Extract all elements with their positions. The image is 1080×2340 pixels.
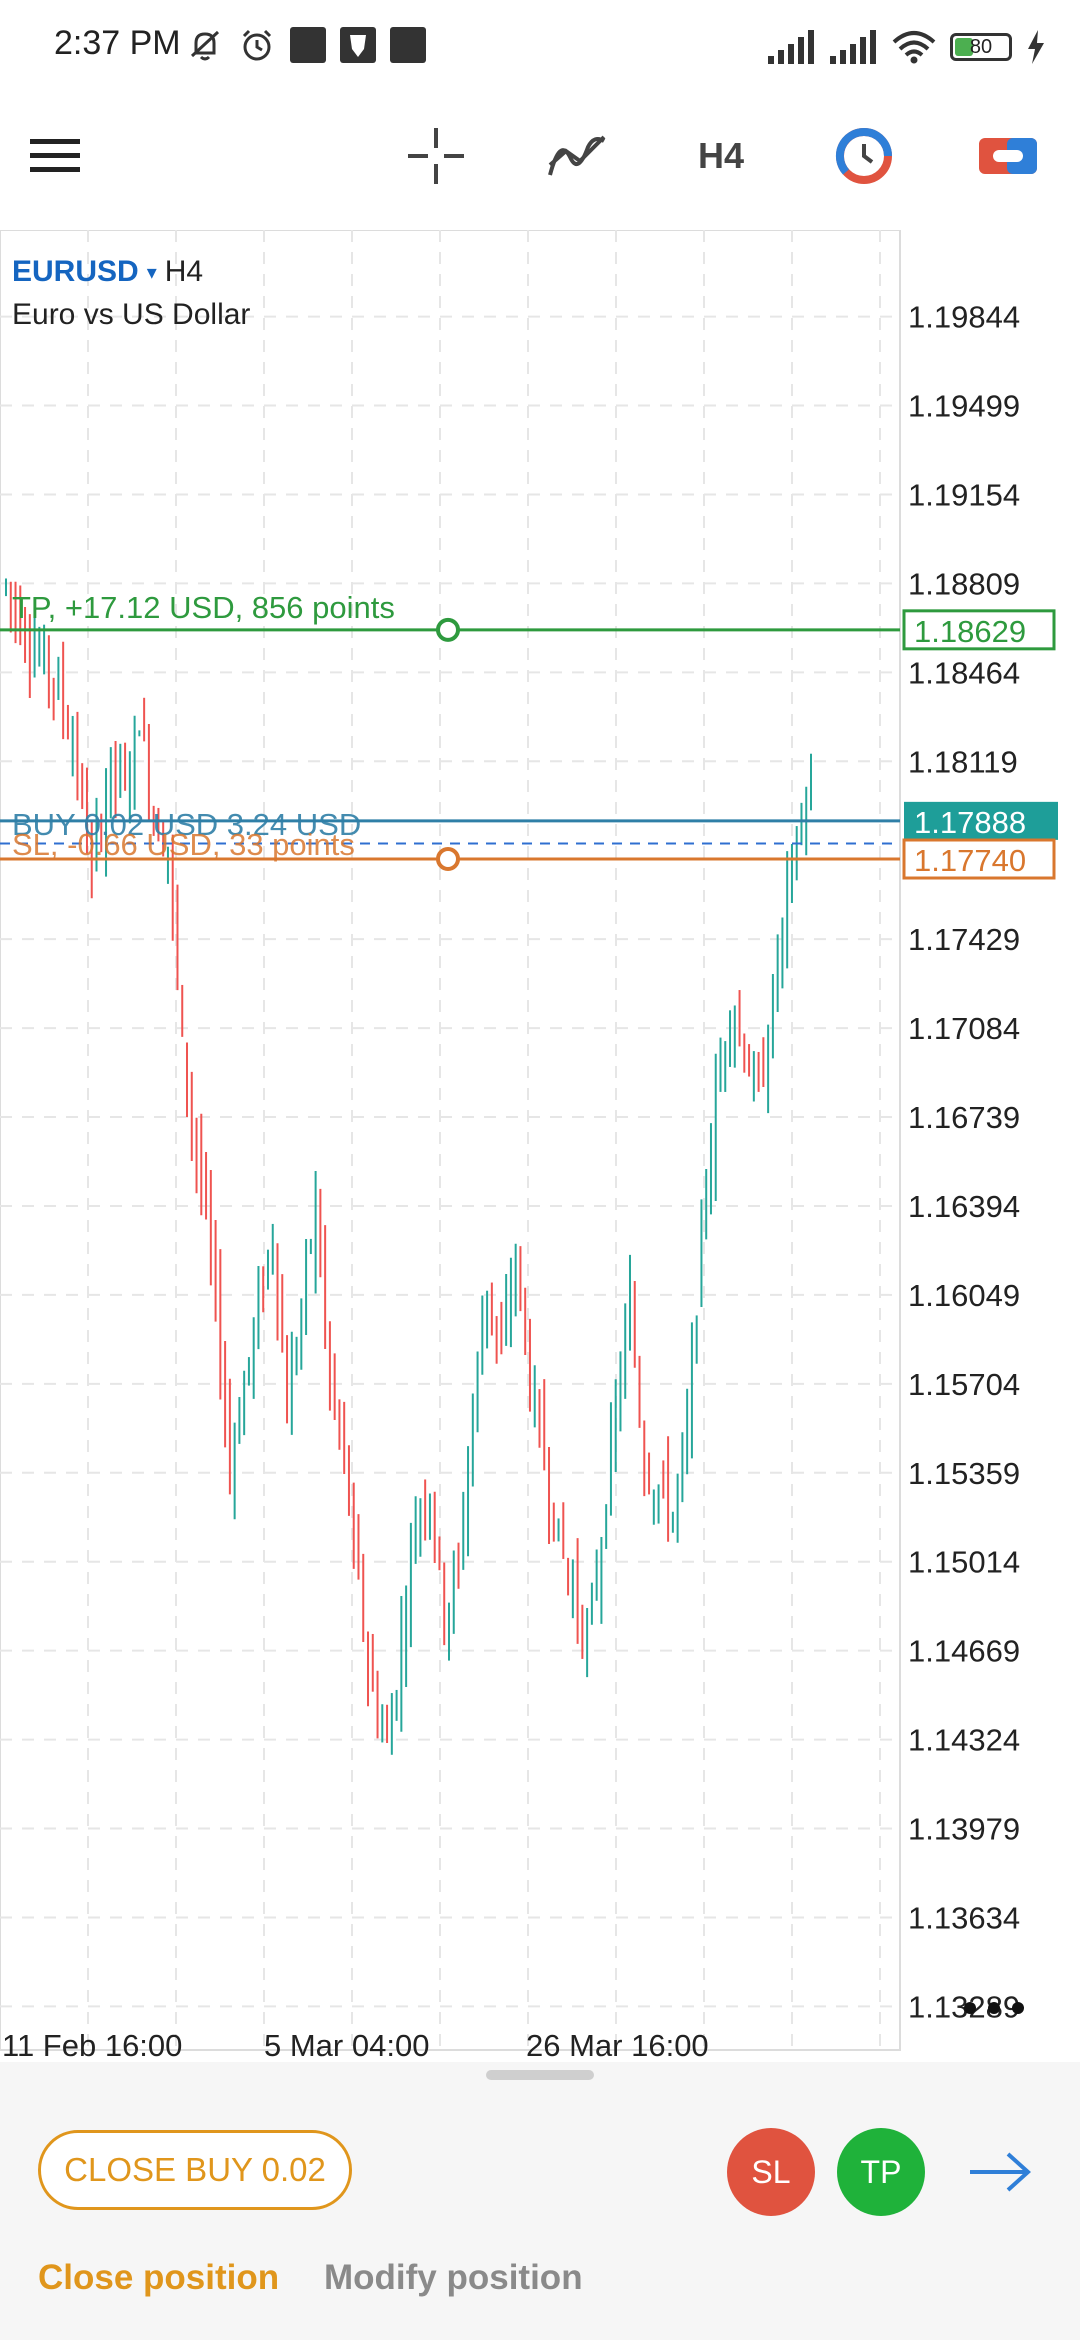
symbol-caret-icon: ▾ — [146, 261, 157, 284]
y-tick-label: 1.14324 — [908, 1723, 1020, 1758]
buy-price-box — [904, 801, 1058, 840]
trade-icon[interactable] — [968, 116, 1048, 196]
close-buy-button[interactable]: CLOSE BUY 0.02 — [38, 2130, 352, 2210]
price-chart[interactable]: TP, +17.12 USD, 856 points BUY 0.02 USD 3… — [0, 229, 1080, 2063]
y-tick-label: 1.18809 — [908, 566, 1020, 601]
chart-toolbar: H4 — [0, 96, 1080, 211]
y-tick-label: 1.18464 — [908, 655, 1020, 690]
y-tick-label: 1.13634 — [908, 1900, 1020, 1935]
alarm-icon — [242, 29, 272, 61]
y-tick-label: 1.16739 — [908, 1100, 1020, 1135]
charging-bolt-icon — [1028, 30, 1044, 64]
x-tick-label: 26 Mar 16:00 — [526, 2028, 709, 2060]
x-tick-label: 11 Feb 16:00 — [2, 2028, 182, 2060]
y-tick-label: 1.19499 — [908, 389, 1020, 424]
sl-handle[interactable] — [436, 847, 460, 872]
wifi-icon — [892, 31, 936, 64]
tp-price-label: 1.18629 — [914, 614, 1026, 649]
status-time: 2:37 PM — [54, 24, 181, 62]
buy-price-label: 1.17888 — [914, 805, 1026, 840]
battery-icon: 80 — [950, 33, 1012, 61]
crosshair-icon[interactable] — [396, 116, 476, 196]
y-tick-label: 1.18119 — [908, 744, 1018, 779]
symbol-selector[interactable]: EURUSD ▾ H4 — [12, 255, 203, 289]
price-axis: 1.19844 1.19499 1.19154 1.18809 1.18464 1.181… — [902, 300, 1058, 2024]
y-tick-label: 1.13979 — [908, 1812, 1020, 1847]
y-tick-label: 1.19844 — [908, 300, 1020, 335]
tp-line-label: TP, +17.12 USD, 856 points — [12, 590, 395, 625]
tp-button[interactable]: TP — [837, 2128, 925, 2216]
tp-price-box — [902, 609, 1056, 651]
y-tick-label: 1.19154 — [908, 477, 1020, 512]
position-panel: CLOSE BUY 0.02 SL TP Close position Modi… — [0, 2062, 1080, 2340]
battery-level: 80 — [969, 35, 993, 58]
buy-line-label: BUY 0.02 USD 3.24 USD — [12, 807, 361, 842]
plot-frame — [0, 229, 901, 2051]
y-tick-label: 1.15014 — [908, 1545, 1020, 1580]
y-tick-label: 1.16394 — [908, 1189, 1020, 1224]
status-notification-icons — [186, 26, 426, 64]
notification-square-icon — [290, 27, 326, 63]
time-axis: 11 Feb 16:00 5 Mar 04:00 26 Mar 16:00 — [2, 2028, 709, 2063]
sl-line-label: SL, -0.66 USD, 33 points — [12, 827, 355, 862]
y-tick-label: 1.13289 — [908, 1989, 1020, 2024]
symbol-name: EURUSD — [12, 255, 139, 288]
menu-icon[interactable] — [15, 116, 95, 196]
status-bar: 2:37 PM — [0, 0, 1080, 96]
notification-square-icon — [390, 27, 426, 63]
app-notification-icon — [340, 27, 376, 63]
timeframe-button[interactable]: H4 — [681, 116, 761, 196]
y-tick-label: 1.16049 — [908, 1278, 1020, 1313]
signal-icon — [830, 30, 876, 64]
symbol-timeframe: H4 — [164, 255, 204, 288]
y-tick-label: 1.14669 — [908, 1634, 1020, 1669]
symbol-description: Euro vs US Dollar — [12, 298, 251, 331]
tab-close-position[interactable]: Close position — [38, 2258, 280, 2297]
sl-button[interactable]: SL — [727, 2128, 815, 2216]
objects-icon[interactable] — [824, 116, 904, 196]
y-tick-label: 1.15359 — [908, 1456, 1020, 1491]
timeframe-label: H4 — [697, 135, 745, 176]
y-tick-label: 1.17429 — [908, 922, 1020, 957]
more-dots-icon[interactable] — [962, 2000, 1026, 2016]
x-tick-label: 5 Mar 04:00 — [264, 2028, 429, 2060]
sl-price-label: 1.17740 — [914, 843, 1026, 878]
y-tick-label: 1.15704 — [908, 1367, 1020, 1402]
drag-handle[interactable] — [486, 2070, 594, 2080]
y-tick-label: 1.17084 — [908, 1011, 1020, 1046]
chart-grid — [0, 229, 901, 2051]
signal-icon — [768, 30, 814, 64]
arrow-right-icon[interactable] — [960, 2132, 1040, 2212]
tab-modify-position[interactable]: Modify position — [324, 2258, 583, 2297]
mute-bell-icon — [190, 30, 220, 61]
status-system-icons: 80 — [768, 30, 1046, 64]
chart-canvas[interactable]: TP, +17.12 USD, 856 points BUY 0.02 USD 3… — [0, 229, 1080, 2063]
trade-levels: TP, +17.12 USD, 856 points BUY 0.02 USD 3… — [0, 590, 900, 872]
sl-price-box — [902, 838, 1056, 880]
candles — [5, 578, 812, 1755]
tp-handle[interactable] — [436, 617, 460, 642]
indicators-icon[interactable] — [537, 116, 617, 196]
